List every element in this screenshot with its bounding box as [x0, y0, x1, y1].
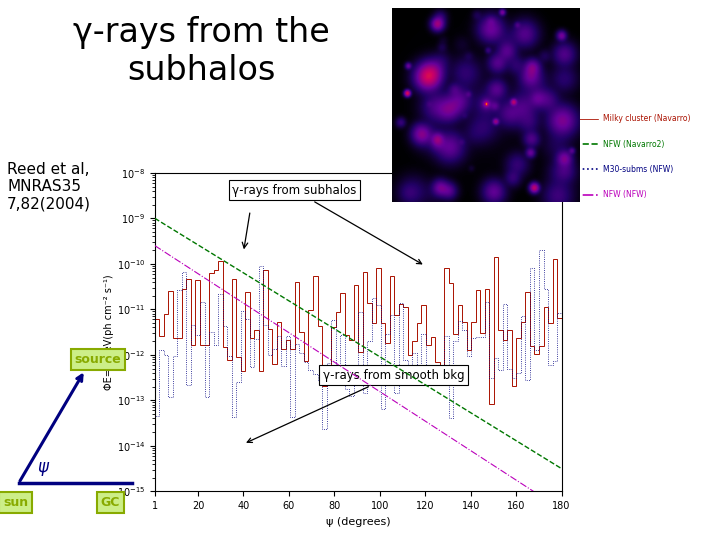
- Text: NFW (NFW): NFW (NFW): [603, 190, 647, 199]
- Text: γ-rays from the
subhalos: γ-rays from the subhalos: [73, 16, 330, 87]
- Text: GC: GC: [101, 496, 120, 509]
- Text: Milky cluster (Navarro): Milky cluster (Navarro): [603, 114, 690, 123]
- Text: sun: sun: [3, 496, 28, 509]
- Text: M30-subms (NFW): M30-subms (NFW): [603, 165, 673, 174]
- Y-axis label: ΦE=1 GeV(ph cm⁻² s⁻¹): ΦE=1 GeV(ph cm⁻² s⁻¹): [104, 274, 114, 390]
- Text: NFW (Navarro2): NFW (Navarro2): [603, 139, 665, 148]
- Text: ψ: ψ: [37, 458, 48, 476]
- Text: γ-rays from subhalos: γ-rays from subhalos: [232, 184, 422, 264]
- X-axis label: ψ (degrees): ψ (degrees): [326, 517, 390, 526]
- Text: γ-rays from smooth bkg: γ-rays from smooth bkg: [247, 369, 464, 442]
- Text: source: source: [74, 353, 121, 366]
- Text: Reed et al,
MNRAS35
7,82(2004): Reed et al, MNRAS35 7,82(2004): [7, 162, 91, 212]
